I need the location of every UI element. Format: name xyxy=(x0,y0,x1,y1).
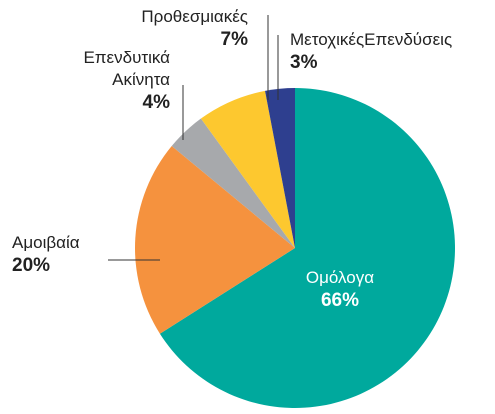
pie-slice xyxy=(200,90,295,248)
slice-label: ΜετοχικέςΕπενδύσεις xyxy=(290,30,452,49)
pie-slice xyxy=(159,88,455,408)
value-label: 66% xyxy=(321,290,359,311)
pie-slice xyxy=(135,146,295,334)
value-label: 4% xyxy=(143,92,171,113)
value-label: 7% xyxy=(221,29,249,50)
value-label: 20% xyxy=(12,255,50,276)
slice-label: Αμοιβαία xyxy=(12,233,80,252)
pie-slice xyxy=(265,88,295,248)
pie-slice xyxy=(171,118,295,248)
slice-label: Προθεσμιακές xyxy=(141,7,248,26)
slice-label: Επενδυτικά Ακίνητα xyxy=(83,48,170,89)
slice-label: Ομόλογα xyxy=(306,268,374,287)
value-label: 3% xyxy=(290,52,318,73)
